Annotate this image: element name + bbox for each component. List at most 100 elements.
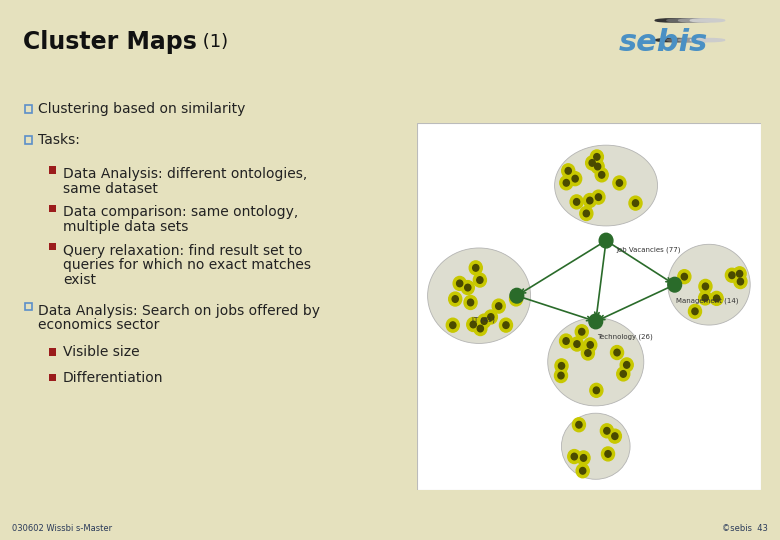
Circle shape bbox=[495, 303, 502, 309]
Circle shape bbox=[560, 176, 573, 190]
Text: IT (41): IT (41) bbox=[472, 316, 495, 323]
Circle shape bbox=[450, 322, 456, 328]
Ellipse shape bbox=[668, 244, 750, 325]
Circle shape bbox=[470, 321, 477, 328]
Circle shape bbox=[587, 342, 594, 348]
Circle shape bbox=[592, 190, 605, 204]
Circle shape bbox=[629, 196, 642, 210]
Circle shape bbox=[590, 383, 603, 397]
Text: Data Analysis: different ontologies,: Data Analysis: different ontologies, bbox=[63, 167, 307, 181]
Circle shape bbox=[566, 167, 571, 174]
Circle shape bbox=[598, 172, 604, 178]
Circle shape bbox=[737, 278, 743, 285]
Circle shape bbox=[611, 346, 623, 360]
Circle shape bbox=[624, 362, 629, 368]
Circle shape bbox=[612, 433, 618, 440]
Circle shape bbox=[464, 295, 477, 309]
Circle shape bbox=[590, 150, 604, 164]
Circle shape bbox=[513, 295, 519, 302]
Circle shape bbox=[690, 19, 725, 22]
Circle shape bbox=[570, 337, 583, 351]
Circle shape bbox=[601, 447, 615, 461]
Bar bbox=[48, 166, 55, 174]
Text: Query relaxation: find result set to: Query relaxation: find result set to bbox=[63, 244, 303, 258]
Bar bbox=[48, 243, 55, 250]
Text: Tasks:: Tasks: bbox=[38, 133, 80, 147]
Circle shape bbox=[699, 279, 712, 293]
Circle shape bbox=[599, 233, 613, 248]
Circle shape bbox=[736, 271, 743, 277]
Circle shape bbox=[613, 176, 626, 190]
Circle shape bbox=[729, 272, 735, 279]
Circle shape bbox=[488, 314, 494, 320]
Circle shape bbox=[580, 468, 586, 474]
Circle shape bbox=[692, 308, 698, 315]
Circle shape bbox=[563, 338, 569, 345]
Circle shape bbox=[509, 292, 523, 306]
Circle shape bbox=[667, 19, 701, 22]
Circle shape bbox=[583, 210, 590, 217]
Circle shape bbox=[702, 283, 708, 289]
Circle shape bbox=[702, 295, 708, 301]
Circle shape bbox=[667, 38, 701, 42]
Bar bbox=[24, 105, 31, 113]
Circle shape bbox=[733, 267, 746, 281]
Circle shape bbox=[461, 281, 474, 294]
Circle shape bbox=[589, 160, 595, 166]
Circle shape bbox=[614, 349, 620, 356]
Circle shape bbox=[595, 194, 601, 200]
Bar bbox=[48, 374, 55, 381]
Bar bbox=[48, 205, 55, 212]
Circle shape bbox=[601, 424, 613, 438]
Circle shape bbox=[699, 291, 711, 305]
Circle shape bbox=[570, 195, 583, 209]
Circle shape bbox=[473, 322, 487, 335]
Text: Differentiation: Differentiation bbox=[63, 371, 164, 385]
Bar bbox=[24, 303, 31, 310]
Circle shape bbox=[477, 325, 484, 332]
Circle shape bbox=[690, 38, 725, 42]
Circle shape bbox=[466, 318, 480, 332]
Text: Job Vacancies (77): Job Vacancies (77) bbox=[616, 247, 681, 253]
Circle shape bbox=[633, 200, 639, 206]
Circle shape bbox=[710, 292, 723, 305]
Circle shape bbox=[481, 318, 488, 325]
Circle shape bbox=[580, 206, 593, 220]
Circle shape bbox=[620, 358, 633, 372]
Circle shape bbox=[568, 450, 581, 463]
Circle shape bbox=[581, 346, 594, 360]
Bar bbox=[24, 137, 31, 144]
Bar bbox=[48, 348, 55, 355]
Circle shape bbox=[576, 464, 589, 478]
Circle shape bbox=[473, 265, 479, 271]
Circle shape bbox=[585, 350, 591, 356]
Circle shape bbox=[456, 280, 463, 287]
Circle shape bbox=[608, 429, 622, 443]
Circle shape bbox=[555, 359, 568, 373]
Text: Visible size: Visible size bbox=[63, 345, 140, 359]
Text: exist: exist bbox=[63, 273, 96, 287]
Circle shape bbox=[575, 325, 588, 339]
Circle shape bbox=[448, 292, 462, 306]
Circle shape bbox=[477, 276, 483, 284]
Circle shape bbox=[678, 269, 691, 284]
Circle shape bbox=[583, 338, 597, 352]
Text: Clustering based on similarity: Clustering based on similarity bbox=[38, 102, 246, 116]
Circle shape bbox=[617, 367, 629, 381]
Text: (1): (1) bbox=[197, 33, 228, 51]
Circle shape bbox=[465, 284, 471, 291]
Text: queries for which no exact matches: queries for which no exact matches bbox=[63, 258, 311, 272]
Text: Data Analysis: Search on jobs offered by: Data Analysis: Search on jobs offered by bbox=[38, 303, 320, 318]
Circle shape bbox=[734, 274, 747, 288]
Circle shape bbox=[470, 261, 482, 275]
Circle shape bbox=[589, 314, 603, 329]
Ellipse shape bbox=[555, 145, 658, 226]
Circle shape bbox=[558, 372, 564, 379]
Circle shape bbox=[616, 180, 622, 186]
Circle shape bbox=[573, 418, 586, 431]
Ellipse shape bbox=[548, 318, 644, 406]
Circle shape bbox=[604, 428, 610, 434]
Circle shape bbox=[594, 153, 600, 160]
Circle shape bbox=[446, 318, 459, 332]
Circle shape bbox=[655, 38, 690, 42]
